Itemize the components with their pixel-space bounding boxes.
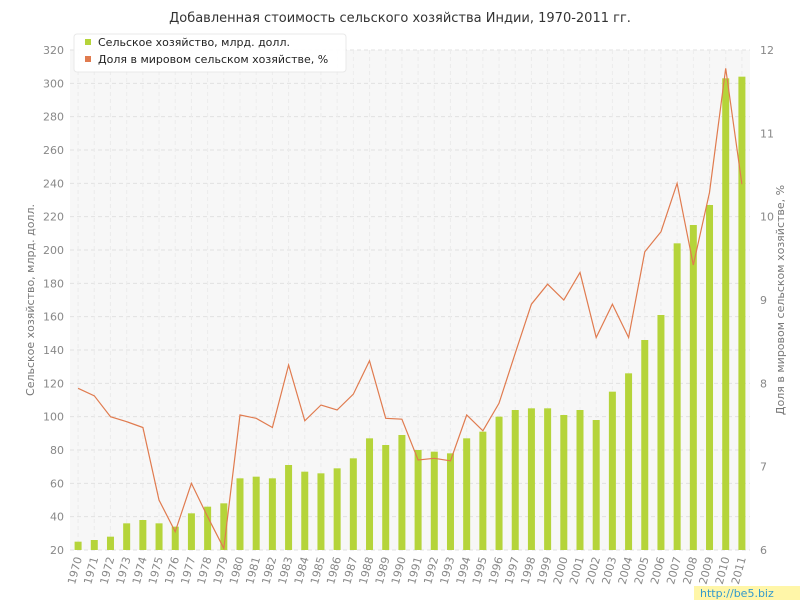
y-tick-label: 260 bbox=[43, 144, 64, 157]
bar bbox=[641, 340, 649, 550]
y-tick-label: 220 bbox=[43, 211, 64, 224]
bar bbox=[90, 540, 98, 550]
y2-tick-label: 10 bbox=[760, 211, 774, 224]
bar bbox=[414, 450, 422, 550]
bar bbox=[527, 408, 535, 550]
bar bbox=[479, 431, 487, 550]
bar bbox=[625, 373, 633, 550]
line-series bbox=[77, 68, 743, 551]
chart-title: Добавленная стоимость сельского хозяйств… bbox=[169, 11, 631, 26]
bar bbox=[220, 503, 228, 550]
watermark-text: http://be5.biz bbox=[700, 587, 774, 600]
y-tick-label: 80 bbox=[50, 444, 64, 457]
bar bbox=[608, 391, 616, 550]
y-tick-label: 20 bbox=[50, 544, 64, 557]
y-tick-label: 240 bbox=[43, 177, 64, 190]
bar bbox=[301, 471, 309, 550]
y-tick-label: 40 bbox=[50, 511, 64, 524]
bar bbox=[511, 410, 519, 550]
bar bbox=[560, 415, 568, 550]
bar bbox=[366, 438, 374, 550]
legend-swatch-bars bbox=[85, 39, 91, 45]
legend: Сельское хозяйство, млрд. долл. Доля в м… bbox=[73, 33, 347, 73]
y-axis-title-right: Доля в мировом сельском хозяйстве, % bbox=[774, 185, 787, 415]
y-tick-label: 60 bbox=[50, 477, 64, 490]
legend-box bbox=[73, 33, 347, 73]
bar bbox=[446, 453, 454, 550]
legend-label-bars: Сельское хозяйство, млрд. долл. bbox=[98, 36, 290, 49]
bar bbox=[689, 225, 697, 550]
bar bbox=[236, 478, 244, 550]
bar-series bbox=[74, 76, 746, 551]
bar bbox=[171, 526, 179, 550]
bar bbox=[544, 408, 552, 550]
bar bbox=[333, 468, 341, 550]
bar bbox=[592, 420, 600, 550]
legend-swatch-line bbox=[85, 56, 91, 62]
bar bbox=[657, 315, 665, 550]
series-line bbox=[77, 68, 743, 551]
bar bbox=[252, 476, 260, 550]
bar bbox=[155, 523, 163, 550]
y-tick-label: 160 bbox=[43, 311, 64, 324]
legend-label-line: Доля в мировом сельском хозяйстве, % bbox=[98, 53, 328, 66]
y-tick-label: 100 bbox=[43, 411, 64, 424]
y-tick-label: 280 bbox=[43, 111, 64, 124]
bar bbox=[430, 451, 438, 550]
bar bbox=[576, 410, 584, 550]
y-tick-label: 320 bbox=[43, 44, 64, 57]
y2-tick-label: 11 bbox=[760, 127, 774, 140]
y-axis-left: 20 40 60 80 100 120 140 160 180 200 220 240 260 280 30… bbox=[43, 44, 64, 557]
bar bbox=[463, 438, 471, 550]
bar bbox=[268, 478, 276, 550]
bar bbox=[106, 536, 114, 550]
watermark: http://be5.biz bbox=[694, 586, 800, 600]
bar bbox=[673, 243, 681, 551]
bar bbox=[187, 513, 195, 550]
bar bbox=[285, 465, 293, 550]
y-tick-label: 180 bbox=[43, 277, 64, 290]
bar bbox=[382, 445, 390, 550]
plot-area bbox=[70, 50, 750, 550]
bar bbox=[738, 76, 746, 551]
y2-tick-label: 9 bbox=[760, 294, 767, 307]
bar bbox=[349, 458, 357, 550]
y-tick-label: 120 bbox=[43, 377, 64, 390]
bar bbox=[123, 523, 131, 550]
bar bbox=[706, 205, 714, 550]
y-axis-right: 6 7 8 9 10 11 12 bbox=[760, 44, 774, 557]
bar bbox=[722, 78, 730, 550]
bar bbox=[495, 416, 503, 550]
y-tick-label: 140 bbox=[43, 344, 64, 357]
y2-tick-label: 12 bbox=[760, 44, 774, 57]
y-tick-label: 200 bbox=[43, 244, 64, 257]
bar bbox=[74, 541, 82, 550]
y2-tick-label: 8 bbox=[760, 377, 767, 390]
y2-tick-label: 7 bbox=[760, 461, 767, 474]
bar bbox=[139, 520, 147, 550]
bar bbox=[398, 435, 406, 550]
watermark-background bbox=[694, 586, 800, 600]
bar bbox=[317, 473, 325, 550]
y2-tick-label: 6 bbox=[760, 544, 767, 557]
y-tick-label: 300 bbox=[43, 77, 64, 90]
bar bbox=[204, 506, 212, 550]
y-axis-title-left: Сельское хозяйство, млрд. долл. bbox=[24, 204, 37, 396]
